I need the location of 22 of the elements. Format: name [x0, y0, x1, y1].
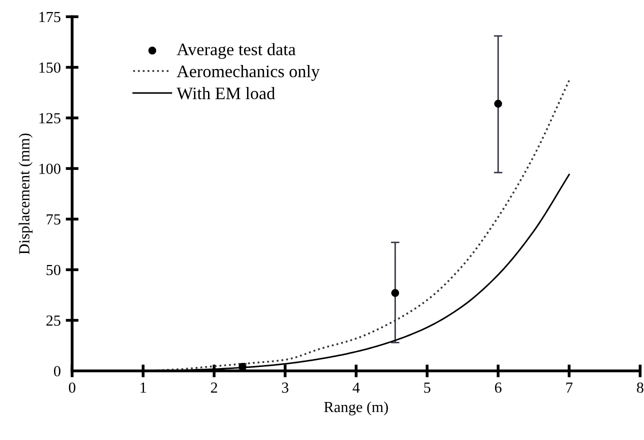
x-tick-label: 5	[424, 382, 430, 393]
x-tick-label: 0	[68, 382, 76, 393]
x-tick-label: 7	[566, 382, 573, 393]
y-tick-label: 25	[46, 316, 60, 326]
y-tick-label: 100	[39, 164, 60, 174]
x-tick-label: 1	[140, 382, 146, 393]
y-tick-label: 75	[46, 214, 60, 225]
y-tick-label: 175	[39, 12, 60, 22]
x-tick-label: 2	[210, 382, 218, 393]
x-tick-label: 3	[282, 382, 288, 393]
y-tick-label: 150	[39, 62, 60, 73]
legend-label: Aeromechanics only	[176, 65, 320, 81]
legend-label: Average test data	[176, 43, 296, 59]
y-axis-title: Displacement (mm)	[18, 134, 33, 254]
y-tick-label: 0	[54, 366, 60, 376]
y-tick-label: 50	[46, 264, 60, 276]
legend-label: With EM load	[176, 87, 276, 100]
x-tick-label: 8	[636, 382, 644, 393]
x-tick-label: 6	[494, 382, 502, 393]
y-tick-label: 125	[39, 113, 60, 124]
x-tick-label: 4	[352, 382, 360, 393]
x-axis-title: Range (m)	[324, 401, 388, 416]
